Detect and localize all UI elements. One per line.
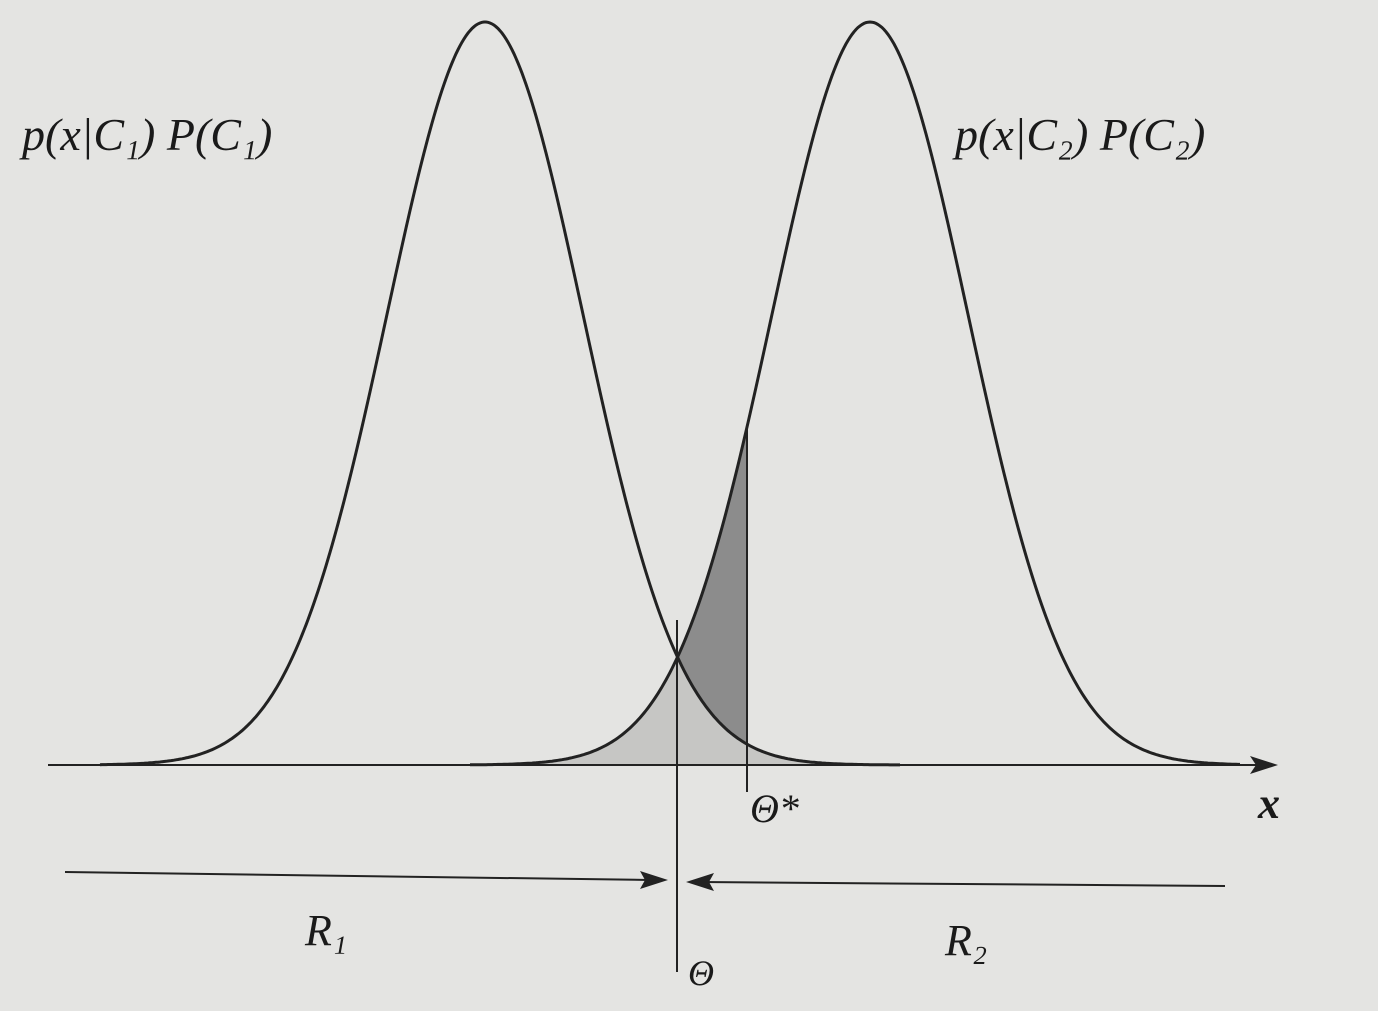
class1-curve: [99, 20, 900, 767]
x-axis-arrow: [1250, 756, 1278, 774]
region1-line: [64, 871, 651, 881]
region1-arrow: [640, 871, 668, 889]
extra-error-area: [677, 427, 747, 745]
overlap-area: [480, 658, 880, 765]
region2-line: [699, 881, 1226, 887]
class2-label: p(x|C₂) P(C₂): [952, 109, 1205, 160]
region2-arrow: [686, 873, 714, 891]
theta-label: Θ: [688, 953, 714, 993]
axis-label: x: [1257, 779, 1280, 828]
class2-curve: [470, 20, 1240, 767]
theta-star-label: Θ*: [750, 786, 799, 831]
region2-label: R₂: [944, 916, 987, 965]
region1-label: R₁: [304, 906, 347, 955]
class1-label: p(x|C₁) P(C₁): [19, 109, 272, 160]
